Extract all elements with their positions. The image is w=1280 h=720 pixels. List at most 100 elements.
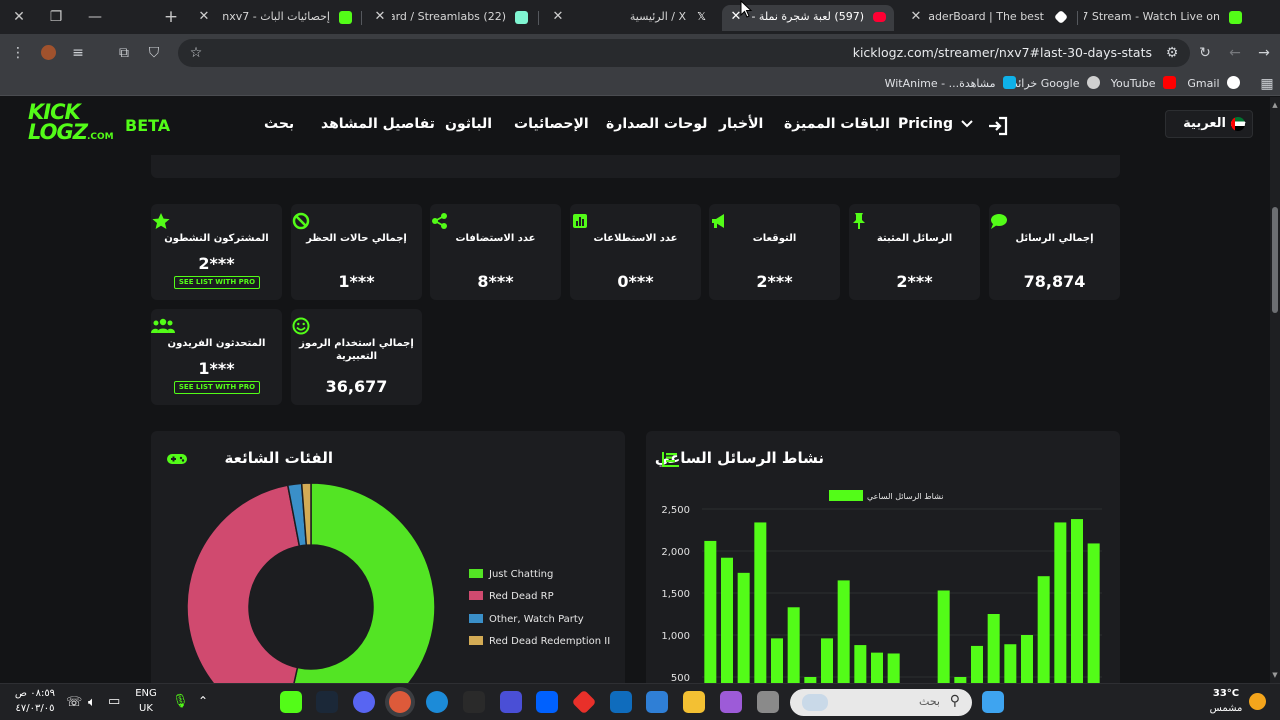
bookmark-google-maps[interactable]: خرائط Google [1008, 75, 1100, 93]
chart-bar[interactable] [754, 522, 767, 683]
chart-bar[interactable] [971, 645, 983, 683]
chart-bar[interactable] [787, 607, 800, 683]
chart-bar[interactable] [804, 677, 817, 683]
shield-extension-icon[interactable]: ⛉ [148, 45, 160, 61]
nav-streamers[interactable]: الباثون [445, 116, 493, 132]
legend-item[interactable]: Red Dead Redemption II [469, 635, 610, 649]
tab-2[interactable]: ✕ X / الرئيسية 𝕏 [544, 5, 716, 31]
steam-app-icon[interactable] [316, 691, 338, 713]
url-text[interactable]: kicklogz.com/streamer/nxv7#last-30-days-… [852, 45, 1152, 60]
all-bookmarks-icon[interactable]: ▦ [1260, 76, 1274, 92]
chart-bar[interactable] [887, 653, 900, 683]
nav-news[interactable]: الأخبار [719, 116, 764, 132]
reading-list-icon[interactable]: ≡ [72, 45, 84, 61]
bookmark-star-icon[interactable]: ☆ [189, 45, 203, 61]
taskbar-search-box[interactable]: ⚲ بحث [790, 689, 972, 716]
reload-icon[interactable]: ↻ [1199, 45, 1211, 61]
chart-bar[interactable] [771, 638, 783, 683]
see-list-with-pro-button[interactable]: SEE LIST WITH PRO [174, 381, 260, 394]
scrollbar-thumb[interactable] [1272, 207, 1278, 313]
tab-1[interactable]: ✕ (22) Dashboard / Streamlabs [366, 5, 536, 31]
input-region[interactable]: UK [139, 703, 153, 714]
page-scrollbar[interactable]: ▲ ▼ [1270, 97, 1280, 683]
volume-icon[interactable]: 🔈︎ [88, 695, 96, 710]
chart-bar[interactable] [1071, 519, 1083, 683]
scroll-up-icon[interactable]: ▲ [1272, 101, 1278, 109]
edge-app-icon[interactable] [426, 691, 448, 713]
nav-statistics[interactable]: الإحصائيات [514, 116, 589, 132]
sun-weather-icon[interactable] [1249, 693, 1266, 710]
chart-bar[interactable] [854, 645, 867, 683]
teams-app-icon[interactable] [500, 691, 522, 713]
tab-4[interactable]: ✕ nxv7 LeaderBoard | The best [902, 5, 1074, 31]
chart-bar[interactable] [871, 652, 883, 683]
close-tab-icon[interactable]: ✕ [552, 9, 564, 24]
forward-icon[interactable]: ← [1229, 45, 1241, 61]
pie-slice[interactable] [187, 484, 301, 683]
microphone-icon[interactable]: 🎙︎ [172, 694, 189, 709]
discord-app-icon[interactable] [353, 691, 375, 713]
show-hidden-icons-icon[interactable]: ⌃ [198, 694, 209, 708]
scroll-down-icon[interactable]: ▼ [1272, 671, 1278, 679]
close-tab-icon[interactable]: ✕ [910, 9, 922, 24]
chart-bar[interactable] [1087, 543, 1100, 683]
site-settings-icon[interactable]: ⚙ [1165, 45, 1179, 61]
clock-time[interactable]: ٠٨:٥٩ ص [14, 688, 56, 699]
pie-slice[interactable] [284, 483, 436, 683]
store-app-icon[interactable] [646, 691, 668, 713]
app-icon[interactable] [757, 691, 779, 713]
nav-pricing[interactable]: Pricing [898, 116, 973, 132]
chart-bar[interactable] [737, 572, 750, 683]
legend-item[interactable]: Just Chatting [469, 568, 553, 582]
copilot-app-icon[interactable] [720, 691, 742, 713]
back-icon[interactable]: → [1258, 45, 1270, 61]
close-tab-icon[interactable]: ✕ [730, 9, 742, 24]
restore-window-icon[interactable]: ❐ [49, 9, 63, 25]
file-explorer-app-icon[interactable] [683, 691, 705, 713]
chart-bar[interactable] [704, 540, 717, 683]
language-select[interactable]: العربية [1165, 110, 1253, 138]
outlook-app-icon[interactable] [610, 691, 632, 713]
bookmark-gmail[interactable]: Gmail [1187, 75, 1240, 93]
new-tab-icon[interactable]: + [163, 7, 179, 27]
tab-3[interactable]: ✕ (597) لعبة شجرة نملة - تحدي [722, 5, 894, 31]
dropbox-app-icon[interactable] [536, 691, 558, 713]
nav-viewer-details[interactable]: تفاصيل المشاهد [321, 116, 435, 132]
nav-search[interactable]: بحث [264, 116, 295, 132]
browser-menu-icon[interactable]: ⋮ [11, 45, 25, 61]
chrome-app-icon[interactable] [389, 691, 411, 713]
input-language[interactable]: ENG [135, 688, 157, 699]
close-window-icon[interactable]: ✕ [13, 9, 25, 25]
start-windows-icon[interactable] [982, 691, 1004, 713]
chart-bar[interactable] [1054, 522, 1067, 683]
bookmark-youtube[interactable]: YouTube [1111, 75, 1176, 93]
legend-item[interactable]: Red Dead RP [469, 590, 554, 604]
profile-avatar-icon[interactable] [39, 43, 59, 63]
weather-temperature[interactable]: 33°C [1212, 688, 1240, 699]
close-tab-icon[interactable]: ✕ [374, 9, 386, 24]
chart-bar[interactable] [1037, 576, 1050, 683]
see-list-with-pro-button[interactable]: SEE LIST WITH PRO [174, 276, 260, 289]
address-bar[interactable]: ☆ kicklogz.com/streamer/nxv7#last-30-day… [178, 39, 1190, 67]
chart-bar[interactable] [937, 590, 950, 683]
nav-leaderboards[interactable]: لوحات الصدارة [606, 116, 708, 132]
minimize-window-icon[interactable]: — [88, 9, 102, 25]
notifications-icon[interactable]: ☏ [66, 695, 83, 710]
chart-bar[interactable] [954, 677, 967, 683]
kicklogz-logo[interactable]: KICK LOGZ.COM [28, 102, 118, 146]
weather-description[interactable]: مشمس [1209, 703, 1243, 714]
kick-app-icon[interactable] [280, 691, 302, 713]
chart-bar[interactable] [837, 580, 850, 683]
login-icon[interactable] [987, 116, 1009, 136]
tab-0[interactable]: ✕ إحصائيات الباث - nxv7 [190, 5, 360, 31]
chart-bar[interactable] [821, 638, 833, 683]
close-tab-icon[interactable]: ✕ [198, 9, 210, 24]
chart-bar[interactable] [721, 557, 733, 683]
chart-bar[interactable] [987, 614, 1000, 683]
epic-games-app-icon[interactable] [463, 691, 485, 713]
network-icon[interactable]: ▭ [108, 694, 121, 709]
bookmark-witanime[interactable]: مشاهدة... - WitAnime [885, 75, 1016, 93]
chart-bar[interactable] [1021, 635, 1033, 683]
clock-date[interactable]: ٤٧/٠٣/٠٥ [15, 703, 55, 714]
chart-bar[interactable] [1004, 644, 1017, 683]
